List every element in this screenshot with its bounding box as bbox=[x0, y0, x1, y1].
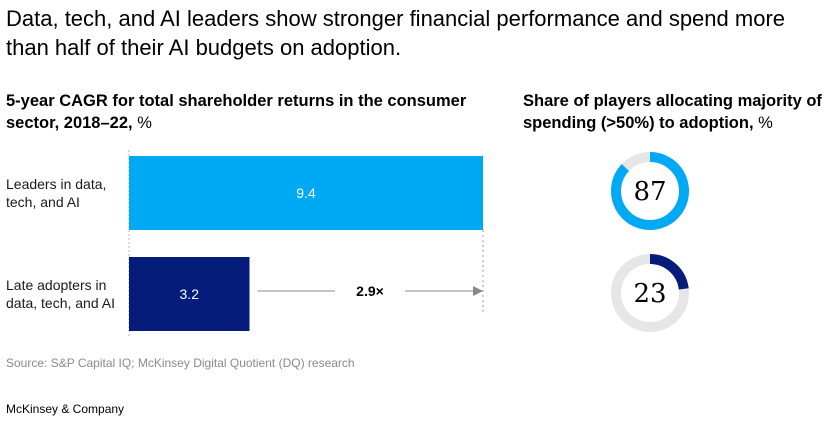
category-label-1: Late adopters in data, tech, and AI bbox=[6, 277, 115, 311]
category-label-0: Leaders in data, tech, and AI bbox=[6, 176, 106, 210]
donut-value-label-1: 23 bbox=[633, 279, 666, 309]
bar-value-label-0: 9.4 bbox=[296, 185, 316, 201]
bar-chart-unit: % bbox=[137, 114, 152, 132]
bar-chart: 9.4 Leaders in data, tech, and AI 3.2 Late a… bbox=[6, 150, 484, 338]
brand-name: McKinsey & Company bbox=[6, 402, 125, 416]
donut-arc-0 bbox=[611, 152, 689, 230]
arrow-head bbox=[473, 286, 483, 296]
bar-0 bbox=[129, 156, 483, 230]
bar-chart-subtitle: 5-year CAGR for total shareholder return… bbox=[6, 90, 506, 134]
bar-chart-title: 5-year CAGR for total shareholder return… bbox=[6, 92, 467, 132]
multiplier-label: 2.9× bbox=[356, 283, 384, 299]
category-label-line: tech, and AI bbox=[6, 194, 80, 210]
donut-chart: 87 23 bbox=[611, 152, 689, 332]
donut-chart-unit: % bbox=[758, 114, 773, 132]
category-label-line: data, tech, and AI bbox=[6, 295, 115, 311]
donut-arc-1 bbox=[611, 254, 689, 332]
category-label-line: Late adopters in bbox=[6, 277, 106, 293]
bar-1 bbox=[129, 257, 250, 331]
source-note: Source: S&P Capital IQ; McKinsey Digital… bbox=[6, 356, 355, 370]
bar-value-label-1: 3.2 bbox=[180, 286, 200, 302]
chart-headline: Data, tech, and AI leaders show stronger… bbox=[6, 6, 786, 60]
category-label-line: Leaders in data, bbox=[6, 176, 106, 192]
donut-chart-title: Share of players allocating majority of … bbox=[523, 92, 822, 132]
donut-value-label-0: 87 bbox=[633, 177, 666, 207]
donut-chart-subtitle: Share of players allocating majority of … bbox=[523, 90, 833, 134]
